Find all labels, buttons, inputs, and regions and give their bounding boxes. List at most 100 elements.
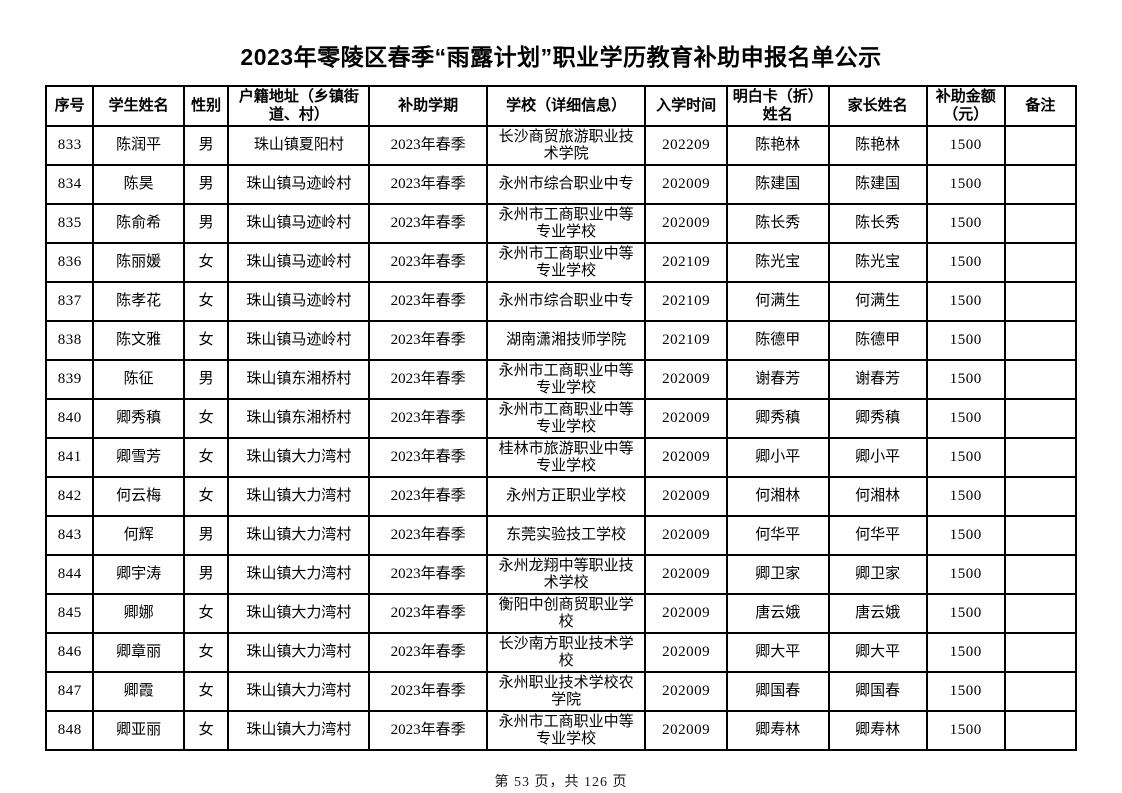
cell-remark — [1003, 671, 1078, 712]
column-header-card: 明白卡（折） 姓名 — [725, 85, 830, 127]
cell-enroll: 202109 — [644, 320, 728, 361]
column-header-parent: 家长姓名 — [827, 85, 928, 127]
cell-address: 珠山镇马迹岭村 — [227, 320, 371, 361]
cell-seq: 834 — [44, 164, 95, 205]
cell-seq: 844 — [44, 554, 95, 595]
cell-enroll: 202009 — [644, 554, 728, 595]
cell-address: 珠山镇夏阳村 — [227, 125, 371, 166]
cell-student: 陈孝花 — [92, 281, 185, 322]
cell-enroll: 202009 — [644, 632, 728, 673]
cell-address: 珠山镇马迹岭村 — [227, 242, 371, 283]
cell-gender: 女 — [182, 437, 230, 478]
cell-amount: 1500 — [925, 125, 1006, 166]
cell-card: 陈光宝 — [725, 242, 830, 283]
table-row: 838 陈文雅女珠山镇马迹岭村 2023年春季 湖南潇湘技师学院 202109 陈德甲 陈德… — [44, 320, 1078, 361]
cell-amount: 1500 — [925, 203, 1006, 244]
cell-remark — [1003, 359, 1078, 400]
table-row: 847 卿霞女珠山镇大力湾村 2023年春季 永州职业技术学校农学院 202009 卿国春… — [44, 671, 1078, 712]
page-title: 2023年零陵区春季“雨露计划”职业学历教育补助申报名单公示 — [240, 44, 882, 70]
cell-term: 2023年春季 — [368, 437, 488, 478]
cell-student: 卿亚丽 — [92, 710, 185, 751]
cell-address: 珠山镇大力湾村 — [227, 593, 371, 634]
cell-card: 唐云娥 — [725, 593, 830, 634]
cell-enroll: 202009 — [644, 671, 728, 712]
cell-parent: 唐云娥 — [827, 593, 928, 634]
cell-amount: 1500 — [925, 593, 1006, 634]
table-row: 841 卿雪芳女珠山镇大力湾村 2023年春季 桂林市旅游职业中等专业学校 202009… — [44, 437, 1078, 478]
cell-address: 珠山镇大力湾村 — [227, 710, 371, 751]
cell-enroll: 202009 — [644, 359, 728, 400]
cell-card: 卿卫家 — [725, 554, 830, 595]
cell-remark — [1003, 593, 1078, 634]
cell-school: 永州市工商职业中等专业学校 — [485, 710, 647, 751]
page-number: 第 53 页，共 126 页 — [494, 775, 628, 790]
cell-enroll: 202009 — [644, 398, 728, 439]
cell-student: 卿章丽 — [92, 632, 185, 673]
cell-term: 2023年春季 — [368, 125, 488, 166]
cell-remark — [1003, 515, 1078, 556]
cell-address: 珠山镇马迹岭村 — [227, 203, 371, 244]
subsidy-roster-table: 序号 学生姓名 性别 户籍地址（乡镇街 道、村） 补助学期 学校（详细信息） 入学时间 明白卡… — [44, 85, 1078, 751]
cell-school: 永州市综合职业中专 — [485, 281, 647, 322]
cell-seq: 845 — [44, 593, 95, 634]
cell-amount: 1500 — [925, 398, 1006, 439]
column-header-term: 补助学期 — [368, 85, 488, 127]
table-row: 835 陈俞希男珠山镇马迹岭村 2023年春季 永州市工商职业中等专业学校 202009… — [44, 203, 1078, 244]
table-row: 836 陈丽媛女珠山镇马迹岭村 2023年春季 永州市工商职业中等专业学校 202109… — [44, 242, 1078, 283]
cell-remark — [1003, 710, 1078, 751]
cell-parent: 谢春芳 — [827, 359, 928, 400]
cell-term: 2023年春季 — [368, 671, 488, 712]
cell-parent: 陈德甲 — [827, 320, 928, 361]
cell-term: 2023年春季 — [368, 632, 488, 673]
cell-school: 永州市工商职业中等专业学校 — [485, 242, 647, 283]
cell-seq: 839 — [44, 359, 95, 400]
cell-amount: 1500 — [925, 164, 1006, 205]
cell-seq: 848 — [44, 710, 95, 751]
cell-student: 陈俞希 — [92, 203, 185, 244]
cell-address: 珠山镇大力湾村 — [227, 671, 371, 712]
cell-term: 2023年春季 — [368, 359, 488, 400]
cell-enroll: 202109 — [644, 281, 728, 322]
cell-amount: 1500 — [925, 242, 1006, 283]
cell-student: 陈征 — [92, 359, 185, 400]
cell-parent: 陈长秀 — [827, 203, 928, 244]
cell-gender: 女 — [182, 398, 230, 439]
column-header-amount: 补助金额 （元） — [925, 85, 1006, 127]
cell-card: 陈建国 — [725, 164, 830, 205]
cell-parent: 陈建国 — [827, 164, 928, 205]
cell-remark — [1003, 281, 1078, 322]
column-header-remark: 备注 — [1003, 85, 1078, 127]
cell-seq: 847 — [44, 671, 95, 712]
cell-parent: 何湘林 — [827, 476, 928, 517]
column-header-address: 户籍地址（乡镇街 道、村） — [227, 85, 371, 127]
cell-parent: 陈艳林 — [827, 125, 928, 166]
cell-remark — [1003, 476, 1078, 517]
cell-seq: 836 — [44, 242, 95, 283]
cell-enroll: 202009 — [644, 593, 728, 634]
cell-seq: 838 — [44, 320, 95, 361]
cell-parent: 卿国春 — [827, 671, 928, 712]
cell-seq: 833 — [44, 125, 95, 166]
cell-remark — [1003, 203, 1078, 244]
cell-parent: 卿大平 — [827, 632, 928, 673]
cell-address: 珠山镇大力湾村 — [227, 437, 371, 478]
cell-parent: 卿秀稹 — [827, 398, 928, 439]
cell-parent: 陈光宝 — [827, 242, 928, 283]
cell-card: 卿秀稹 — [725, 398, 830, 439]
cell-amount: 1500 — [925, 632, 1006, 673]
table-row: 848 卿亚丽女珠山镇大力湾村 2023年春季 永州市工商职业中等专业学校 202009… — [44, 710, 1078, 751]
cell-parent: 何满生 — [827, 281, 928, 322]
cell-term: 2023年春季 — [368, 281, 488, 322]
cell-address: 珠山镇马迹岭村 — [227, 164, 371, 205]
cell-remark — [1003, 632, 1078, 673]
cell-term: 2023年春季 — [368, 515, 488, 556]
cell-student: 何云梅 — [92, 476, 185, 517]
table-row: 833 陈润平男珠山镇夏阳村 2023年春季 长沙商贸旅游职业技术学院 202209 陈艳… — [44, 125, 1078, 166]
cell-student: 卿宇涛 — [92, 554, 185, 595]
cell-address: 珠山镇大力湾村 — [227, 515, 371, 556]
cell-gender: 女 — [182, 281, 230, 322]
cell-parent: 何华平 — [827, 515, 928, 556]
cell-card: 卿国春 — [725, 671, 830, 712]
cell-amount: 1500 — [925, 515, 1006, 556]
